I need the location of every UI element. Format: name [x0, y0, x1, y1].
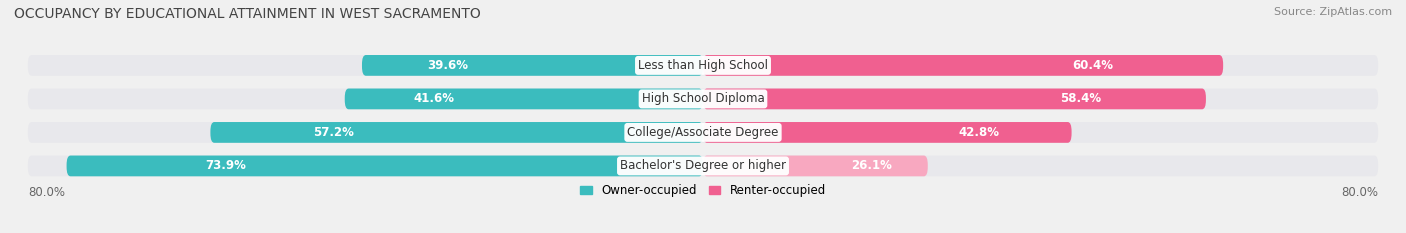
Legend: Owner-occupied, Renter-occupied: Owner-occupied, Renter-occupied — [579, 184, 827, 197]
FancyBboxPatch shape — [28, 122, 1378, 143]
Text: 80.0%: 80.0% — [1341, 186, 1378, 199]
Text: 60.4%: 60.4% — [1073, 59, 1114, 72]
FancyBboxPatch shape — [28, 156, 1378, 176]
Text: Less than High School: Less than High School — [638, 59, 768, 72]
Text: 39.6%: 39.6% — [427, 59, 468, 72]
FancyBboxPatch shape — [211, 122, 703, 143]
FancyBboxPatch shape — [703, 156, 928, 176]
Text: 80.0%: 80.0% — [28, 186, 65, 199]
Text: High School Diploma: High School Diploma — [641, 93, 765, 105]
FancyBboxPatch shape — [28, 89, 1378, 109]
Text: OCCUPANCY BY EDUCATIONAL ATTAINMENT IN WEST SACRAMENTO: OCCUPANCY BY EDUCATIONAL ATTAINMENT IN W… — [14, 7, 481, 21]
FancyBboxPatch shape — [703, 122, 1071, 143]
Text: 57.2%: 57.2% — [314, 126, 354, 139]
Text: 26.1%: 26.1% — [851, 159, 891, 172]
FancyBboxPatch shape — [28, 55, 1378, 76]
FancyBboxPatch shape — [703, 89, 1206, 109]
Text: 73.9%: 73.9% — [205, 159, 246, 172]
FancyBboxPatch shape — [344, 89, 703, 109]
Text: Source: ZipAtlas.com: Source: ZipAtlas.com — [1274, 7, 1392, 17]
Text: Bachelor's Degree or higher: Bachelor's Degree or higher — [620, 159, 786, 172]
FancyBboxPatch shape — [703, 55, 1223, 76]
Text: College/Associate Degree: College/Associate Degree — [627, 126, 779, 139]
Text: 41.6%: 41.6% — [413, 93, 454, 105]
FancyBboxPatch shape — [361, 55, 703, 76]
FancyBboxPatch shape — [66, 156, 703, 176]
Text: 42.8%: 42.8% — [959, 126, 1000, 139]
Text: 58.4%: 58.4% — [1060, 93, 1101, 105]
